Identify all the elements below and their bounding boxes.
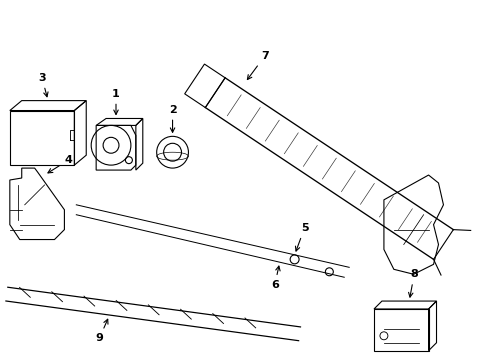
Text: 6: 6 — [271, 266, 280, 290]
Text: 7: 7 — [247, 51, 269, 80]
Circle shape — [290, 255, 299, 264]
Text: 9: 9 — [96, 319, 108, 343]
Circle shape — [325, 268, 333, 276]
Text: 8: 8 — [409, 269, 418, 297]
Text: 2: 2 — [169, 104, 176, 132]
Text: 4: 4 — [48, 155, 73, 173]
Text: 1: 1 — [112, 89, 120, 114]
Text: 3: 3 — [38, 73, 48, 97]
Text: 5: 5 — [295, 223, 308, 251]
